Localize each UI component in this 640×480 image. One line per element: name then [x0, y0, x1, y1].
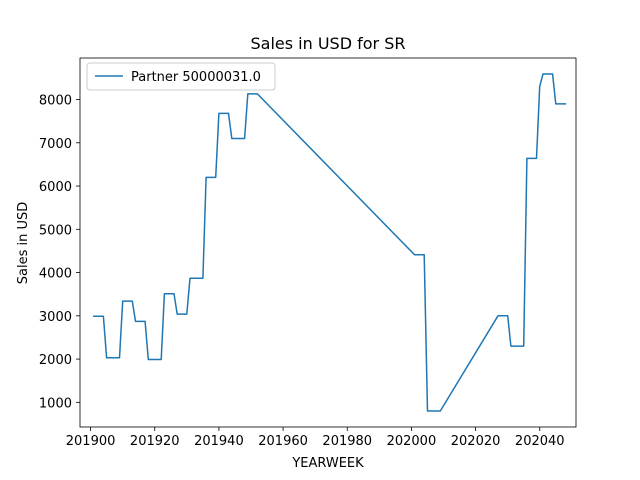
legend-frame: [86, 62, 276, 91]
y-tick-label-3: 4000: [39, 267, 72, 282]
x-axis-label: YEARWEEK: [291, 456, 364, 471]
y-tick-label-4: 5000: [39, 223, 72, 238]
chart-title: Sales in USD for SR: [251, 34, 406, 53]
x-tick-label-4: 201980: [322, 434, 372, 449]
y-tick-label-2: 3000: [39, 310, 72, 325]
legend-label: Partner 50000031.0: [131, 70, 261, 85]
x-tick-label-2: 201940: [194, 434, 244, 449]
y-tick-label-0: 1000: [39, 396, 72, 411]
x-tick-label-5: 202000: [387, 434, 437, 449]
x-tick-label-0: 201900: [66, 434, 116, 449]
y-tick-label-6: 7000: [39, 137, 72, 152]
x-tick-label-6: 202020: [451, 434, 501, 449]
x-tick-label-3: 201960: [258, 434, 308, 449]
x-tick-label-1: 201920: [130, 434, 180, 449]
y-tick-label-1: 2000: [39, 353, 72, 368]
y-tick-label-7: 8000: [39, 94, 72, 109]
legend: Partner 50000031.0: [86, 62, 276, 91]
series-line-0: [93, 73, 567, 412]
axes-frame: [79, 57, 577, 428]
y-tick-label-5: 6000: [39, 180, 72, 195]
plot-area: 201900 201920 201940 201960 201980 202000 2020…: [39, 57, 577, 449]
x-tick-label-7: 202040: [515, 434, 565, 449]
y-axis-label: Sales in USD: [16, 202, 31, 285]
